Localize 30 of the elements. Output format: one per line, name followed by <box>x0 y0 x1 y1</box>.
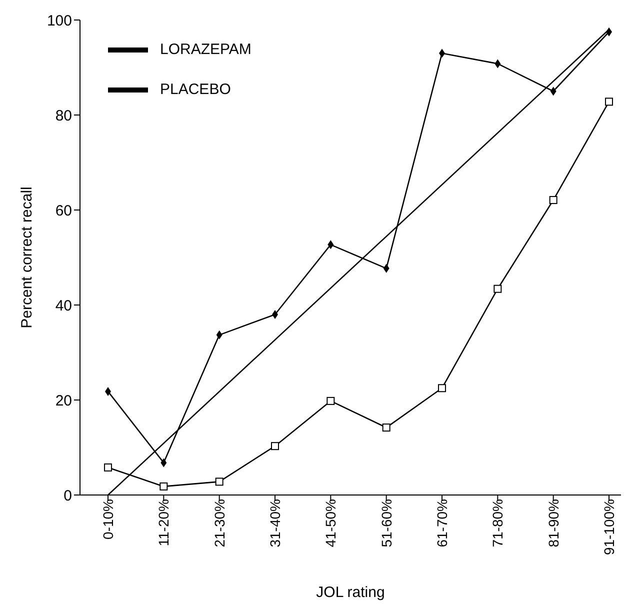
y-tick-label: 60 <box>55 202 72 220</box>
y-tick-label: 100 <box>46 12 72 30</box>
point <box>549 196 558 204</box>
x-tick-label: 71-80% <box>490 499 506 548</box>
point <box>326 396 335 405</box>
y-tick-label: 40 <box>55 297 72 314</box>
y-tick-label: 20 <box>55 392 72 410</box>
point <box>271 442 279 450</box>
point <box>215 478 224 486</box>
x-tick-label: 11-20% <box>156 499 172 546</box>
x-tick-label: 81-90% <box>545 499 562 548</box>
y-tick-label: 80 <box>55 107 72 124</box>
point <box>605 98 613 106</box>
y-axis-title: Percent correct recall <box>18 186 36 328</box>
legend-label: PLACEBO <box>160 80 231 98</box>
x-tick-label: 51-60% <box>378 499 394 548</box>
legend-label: LORAZEPAM <box>160 40 252 58</box>
point <box>160 482 168 490</box>
x-tick-label: 21-30% <box>211 499 228 548</box>
x-tick-label: 41-50% <box>322 499 339 548</box>
x-tick-label: 31-40% <box>266 499 283 548</box>
y-tick-label: 0 <box>64 487 72 504</box>
x-axis-title: JOL rating <box>316 584 385 601</box>
point <box>104 463 112 472</box>
x-tick-label: 61-70% <box>434 499 450 548</box>
x-tick-label: 0-10% <box>100 499 116 540</box>
x-tick-label: 91-100% <box>600 499 617 556</box>
point <box>382 424 390 432</box>
point <box>494 284 502 293</box>
point <box>438 384 446 392</box>
